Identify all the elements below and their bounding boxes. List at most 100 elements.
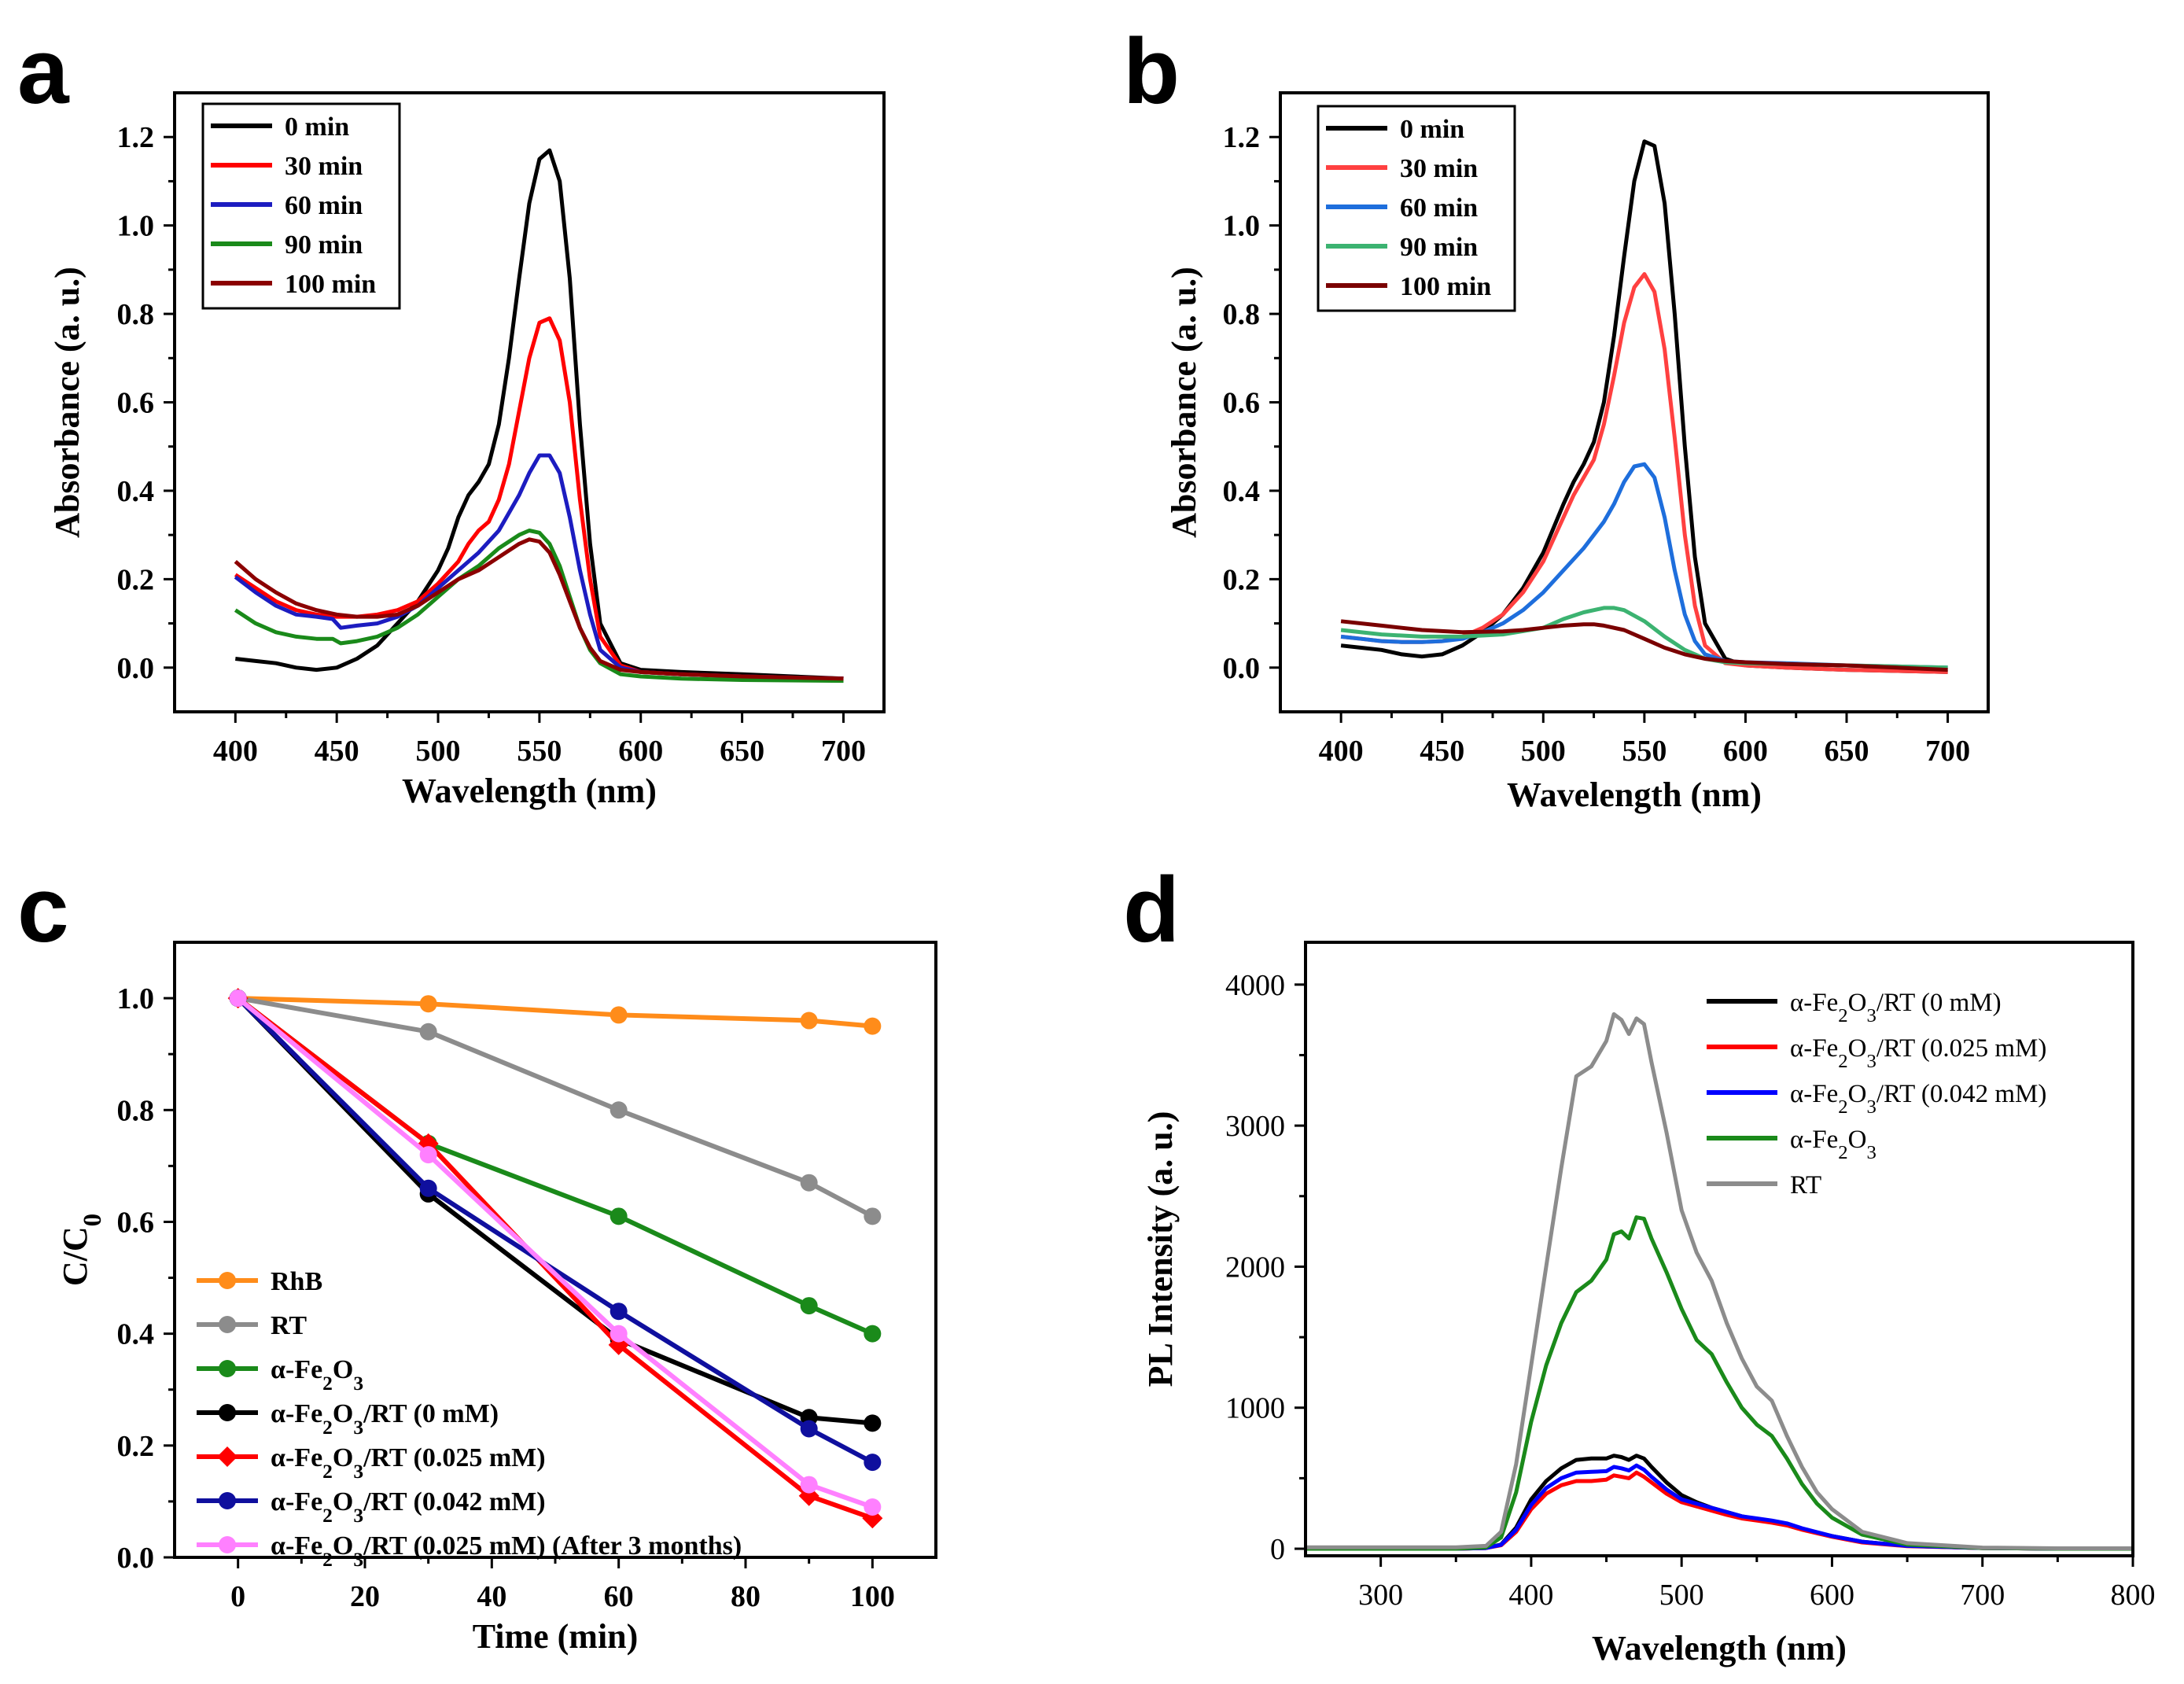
y-tick-label: 0.0 (117, 652, 155, 685)
panel-c-label: c (17, 858, 69, 962)
x-tick-label: 80 (731, 1580, 761, 1613)
panel-b-label: b (1123, 20, 1180, 123)
series-line-1 (235, 148, 844, 681)
data-point (419, 1146, 437, 1164)
y-axis-label: C/C0 (56, 1214, 107, 1286)
y-tick-label: 0.0 (1223, 652, 1261, 685)
series-line-1 (1340, 139, 1948, 674)
legend-marker (219, 1316, 236, 1333)
x-tick-label: 600 (1723, 735, 1768, 768)
x-tick-label: 40 (477, 1580, 506, 1613)
data-point (800, 1174, 818, 1192)
x-axis-label: Wavelength (nm) (1592, 1629, 1847, 1667)
x-tick-label: 400 (1508, 1579, 1553, 1612)
x-tick-label: 450 (1420, 735, 1464, 768)
y-tick-label: 0.4 (117, 475, 155, 508)
series-line-7 (236, 996, 874, 1509)
x-tick-label: 450 (315, 735, 359, 768)
legend-label: 100 min (285, 270, 376, 299)
data-point (864, 1207, 882, 1225)
data-point (864, 1017, 882, 1035)
legend-label: α-Fe2O3/RT (0.025 mM) (271, 1443, 546, 1483)
data-point (610, 1101, 628, 1119)
y-tick-label: 0.6 (117, 1206, 155, 1239)
y-tick-label: 2000 (1225, 1251, 1285, 1284)
y-tick-label: 4000 (1225, 969, 1285, 1002)
legend-label: α-Fe2O3/RT (0.025 mM) (After 3 months) (271, 1531, 742, 1571)
legend-label: α-Fe2O3/RT (0.042 mM) (1790, 1080, 2046, 1118)
series-line-3 (1306, 1463, 2133, 1551)
x-axis-label: Wavelength (nm) (402, 772, 657, 810)
data-point (864, 1454, 882, 1472)
panel-d: 300 400 500 600 700 800 0 1000 2000 3000 4000 Wavel… (1141, 941, 2156, 1667)
x-tick-label: 700 (1960, 1579, 2005, 1612)
series-line-2 (1340, 272, 1948, 674)
data-point (610, 1006, 628, 1024)
data-point (800, 1297, 818, 1315)
data-point (419, 1179, 437, 1197)
series-line-3 (236, 996, 874, 1336)
x-tick-label: 400 (1319, 735, 1364, 768)
x-tick-label: 500 (1521, 735, 1566, 768)
y-tick-label: 1000 (1225, 1392, 1285, 1425)
y-tick-label: 0.0 (117, 1542, 155, 1575)
y-tick-label: 0.6 (117, 387, 155, 420)
y-tick-label: 0 (1270, 1533, 1285, 1566)
data-point (864, 1325, 882, 1343)
legend-label: 90 min (1400, 233, 1478, 262)
y-axis-label: PL Intensity (a. u.) (1141, 1111, 1180, 1387)
x-tick-label: 800 (2111, 1579, 2156, 1612)
y-tick-label: 1.0 (117, 982, 155, 1015)
legend-label: α-Fe2O3/RT (0 mM) (271, 1399, 499, 1439)
series-line-6 (236, 996, 874, 1465)
y-tick-label: 1.0 (117, 210, 155, 243)
y-tick-label: 0.4 (117, 1318, 155, 1351)
series-line-1 (238, 996, 873, 1029)
x-tick-label: 650 (720, 735, 764, 768)
data-point (419, 1023, 437, 1041)
panel-d-label: d (1123, 858, 1180, 962)
legend-marker (219, 1404, 236, 1421)
data-point (864, 1498, 882, 1516)
series-line-5 (1306, 1012, 2133, 1550)
panel-c: 0 20 40 60 80 100 0.0 0.2 0.4 0.6 0.8 1.0 Time (min)… (56, 941, 937, 1656)
legend-label: 0 min (285, 112, 349, 142)
y-tick-label: 1.0 (1223, 210, 1261, 243)
x-tick-label: 100 (850, 1580, 895, 1613)
legend-marker (219, 1492, 236, 1509)
series-line-3 (1340, 462, 1948, 670)
legend-marker (219, 1360, 236, 1377)
legend-label: RT (1790, 1171, 1821, 1199)
series-line-2 (238, 996, 874, 1218)
legend-label: α-Fe2O3/RT (0.025 mM) (1790, 1034, 2046, 1072)
legend: α-Fe2O3/RT (0 mM) α-Fe2O3/RT (0.025 mM) α-… (1707, 989, 2046, 1199)
x-tick-label: 700 (1925, 735, 1970, 768)
panel-a-label: a (17, 20, 69, 123)
x-tick-label: 60 (604, 1580, 634, 1613)
legend-label: 30 min (285, 152, 363, 181)
x-tick-label: 550 (517, 735, 562, 768)
series-line-4 (1306, 1215, 2133, 1551)
legend-label: RhB (271, 1267, 322, 1296)
y-tick-label: 3000 (1225, 1110, 1285, 1143)
y-tick-label: 0.6 (1223, 387, 1261, 420)
legend-label: 60 min (285, 191, 363, 220)
x-axis-label: Wavelength (nm) (1507, 776, 1762, 814)
x-tick-label: 500 (416, 735, 461, 768)
y-tick-label: 0.2 (117, 1430, 155, 1463)
x-tick-label: 400 (213, 735, 258, 768)
series-line-1 (1306, 1454, 2133, 1551)
legend: 0 min 30 min 60 min 90 min 100 min (1317, 105, 1516, 312)
data-point (800, 1476, 818, 1494)
y-tick-label: 0.2 (117, 563, 155, 596)
y-tick-label: 1.2 (117, 121, 155, 154)
y-tick-label: 0.8 (1223, 298, 1261, 331)
x-axis-label: Time (min) (473, 1617, 639, 1656)
y-tick-label: 0.8 (117, 1094, 155, 1127)
legend-label: α-Fe2O3 (1790, 1126, 1876, 1163)
legend-label: α-Fe2O3/RT (0 mM) (1790, 989, 2002, 1026)
x-tick-label: 0 (230, 1580, 245, 1613)
x-tick-label: 600 (1810, 1579, 1854, 1612)
plot-frame (1304, 941, 2134, 1557)
